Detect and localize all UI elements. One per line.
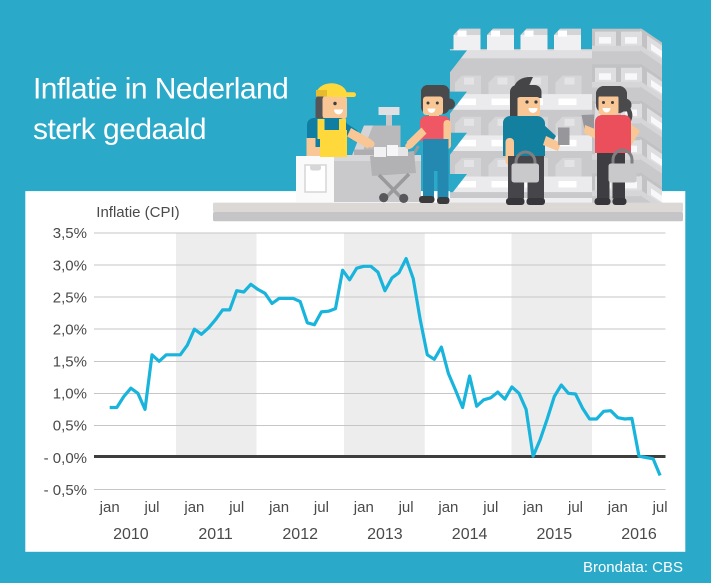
svg-text:sterk gedaald: sterk gedaald	[33, 113, 206, 146]
svg-text:jan: jan	[522, 499, 543, 516]
svg-text:jan: jan	[268, 499, 289, 516]
svg-text:jan: jan	[99, 499, 120, 516]
svg-text:2012: 2012	[282, 526, 318, 543]
svg-text:3,5%: 3,5%	[53, 225, 87, 242]
svg-text:jul: jul	[313, 499, 329, 516]
svg-text:jul: jul	[143, 499, 159, 516]
svg-text:2015: 2015	[537, 526, 573, 543]
svg-text:2014: 2014	[452, 526, 488, 543]
svg-text:jan: jan	[183, 499, 204, 516]
svg-text:1,0%: 1,0%	[53, 386, 87, 403]
svg-text:2011: 2011	[198, 526, 233, 543]
svg-text:jul: jul	[652, 499, 668, 516]
svg-text:jul: jul	[228, 499, 244, 516]
svg-text:2,5%: 2,5%	[53, 289, 87, 306]
svg-text:jan: jan	[607, 499, 628, 516]
svg-text:2016: 2016	[621, 526, 657, 543]
svg-text:jul: jul	[482, 499, 498, 516]
svg-text:0,5%: 0,5%	[53, 418, 87, 435]
svg-text:jan: jan	[437, 499, 458, 516]
svg-text:- 0,5%: - 0,5%	[44, 482, 87, 499]
svg-text:jan: jan	[353, 499, 374, 516]
svg-text:2013: 2013	[367, 526, 403, 543]
svg-text:jul: jul	[398, 499, 414, 516]
svg-text:Inflatie (CPI): Inflatie (CPI)	[96, 204, 179, 221]
svg-text:3,0%: 3,0%	[53, 257, 87, 274]
svg-text:2010: 2010	[113, 526, 149, 543]
svg-text:- 0,0%: - 0,0%	[44, 450, 87, 467]
svg-text:1,5%: 1,5%	[53, 354, 87, 371]
svg-text:jul: jul	[567, 499, 583, 516]
svg-text:2,0%: 2,0%	[53, 322, 87, 339]
svg-text:Brondata: CBS: Brondata: CBS	[583, 559, 683, 576]
svg-text:Inflatie in Nederland: Inflatie in Nederland	[33, 72, 288, 105]
